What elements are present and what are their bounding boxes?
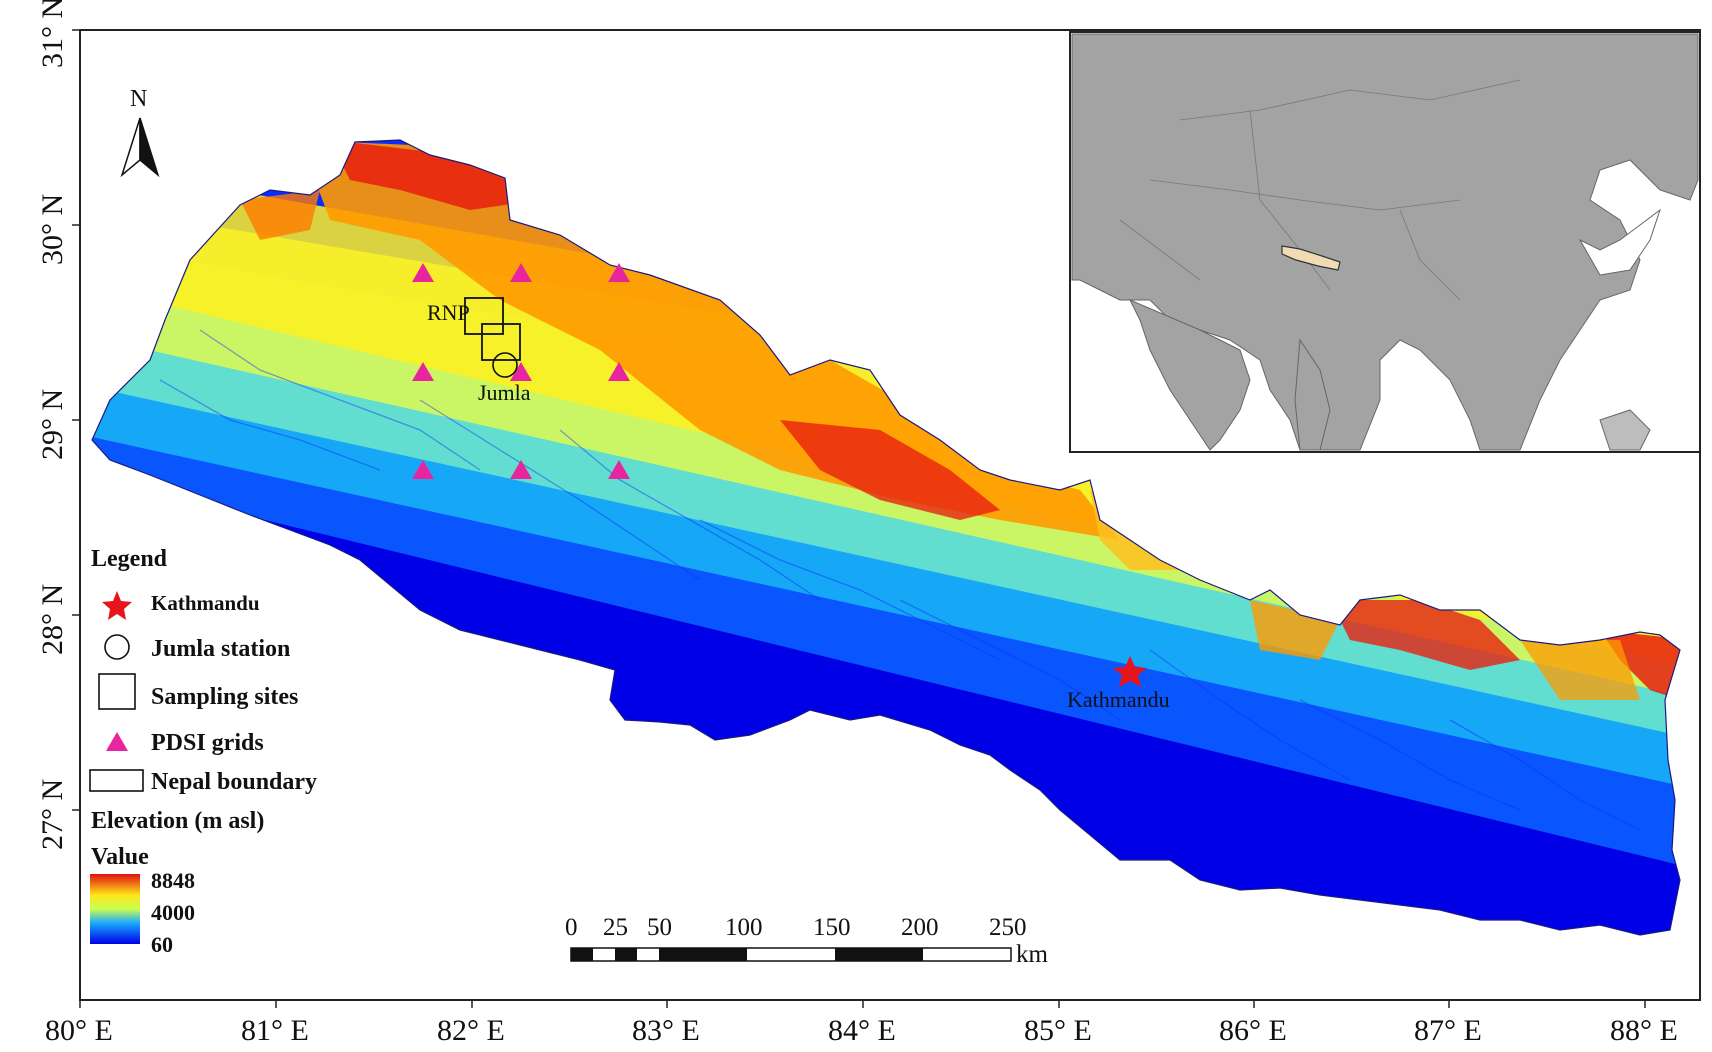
scale-unit: km bbox=[1016, 941, 1049, 968]
pdsi-grid-marker bbox=[510, 263, 532, 282]
y-tick-label: 31° N bbox=[36, 0, 69, 68]
jumla-label: Jumla bbox=[478, 380, 531, 405]
scale-label-200: 200 bbox=[901, 914, 939, 941]
pdsi-grid-marker bbox=[510, 362, 532, 381]
x-tick-label: 84° E bbox=[828, 1014, 896, 1047]
north-arrow-right bbox=[139, 117, 160, 178]
scale-bar: 0 25 50 100 150 200 250 km bbox=[565, 914, 1049, 968]
kathmandu-label: Kathmandu bbox=[1067, 687, 1170, 712]
ramp-low-value: 60 bbox=[151, 932, 173, 957]
sea-of-japan bbox=[1578, 208, 1661, 276]
y-tick-label: 29° N bbox=[36, 389, 69, 460]
pdsi-grid-marker bbox=[608, 263, 630, 282]
legend-nepal-boundary: Nepal boundary bbox=[151, 769, 317, 795]
inset-locator-map bbox=[1069, 31, 1701, 453]
scale-label-0: 0 bbox=[565, 914, 578, 941]
legend-value-label: Value bbox=[91, 844, 149, 870]
ramp-high-value: 8848 bbox=[151, 868, 195, 893]
legend-title: Legend bbox=[91, 546, 168, 572]
legend-square-icon bbox=[98, 673, 136, 710]
rnp-label: RNP bbox=[427, 300, 470, 325]
legend-jumla-station: Jumla station bbox=[151, 636, 290, 662]
pdsi-grid-marker bbox=[412, 362, 434, 381]
scale-label-250: 250 bbox=[989, 914, 1027, 941]
elevation-color-ramp bbox=[90, 874, 140, 944]
sampling-site-box bbox=[481, 323, 521, 361]
scale-segment bbox=[571, 948, 593, 961]
nepal-highlight bbox=[1281, 245, 1341, 271]
jumla-station-marker bbox=[492, 352, 518, 378]
ramp-mid-value: 4000 bbox=[151, 900, 195, 925]
pdsi-grid-marker bbox=[608, 460, 630, 479]
scale-label-50: 50 bbox=[647, 914, 672, 941]
nepal-boundary-outline bbox=[91, 139, 1681, 936]
pdsi-grid-markers bbox=[412, 263, 630, 479]
x-axis: 80° E 81° E 82° E 83° E 84° E 85° E 86° … bbox=[45, 1000, 1678, 1047]
pdsi-grid-marker bbox=[412, 460, 434, 479]
x-tick-label: 82° E bbox=[437, 1014, 505, 1047]
indochina bbox=[1294, 338, 1331, 451]
kathmandu-star bbox=[1113, 656, 1147, 687]
x-tick-label: 87° E bbox=[1414, 1014, 1482, 1047]
legend-kathmandu: Kathmandu bbox=[151, 591, 260, 615]
legend-star-icon bbox=[102, 591, 132, 620]
pdsi-grid-marker bbox=[608, 362, 630, 381]
scale-segment bbox=[835, 948, 923, 961]
india-peninsula bbox=[1128, 299, 1251, 451]
x-tick-label: 81° E bbox=[241, 1014, 309, 1047]
scale-segment bbox=[615, 948, 637, 961]
x-tick-label: 83° E bbox=[632, 1014, 700, 1047]
scale-segment bbox=[659, 948, 747, 961]
legend-pdsi-grids: PDSI grids bbox=[151, 730, 264, 756]
y-tick-label: 28° N bbox=[36, 584, 69, 655]
sampling-site-box bbox=[464, 297, 504, 335]
y-axis: 31° N 30° N 29° N 28° N 27° N bbox=[36, 0, 80, 850]
y-tick-label: 30° N bbox=[36, 194, 69, 265]
pdsi-grid-marker bbox=[412, 263, 434, 282]
north-arrow: N bbox=[120, 86, 160, 178]
legend-circle-icon bbox=[104, 634, 130, 660]
x-tick-label: 86° E bbox=[1219, 1014, 1287, 1047]
legend-boundary-icon bbox=[89, 769, 144, 792]
legend: Legend Kathmandu Jumla station Sampling … bbox=[89, 546, 317, 957]
x-tick-label: 88° E bbox=[1610, 1014, 1678, 1047]
north-arrow-label: N bbox=[130, 86, 147, 112]
pdsi-grid-marker bbox=[510, 460, 532, 479]
legend-elevation-title: Elevation (m asl) bbox=[91, 808, 264, 834]
x-tick-label: 80° E bbox=[45, 1014, 113, 1047]
legend-triangle-icon bbox=[106, 732, 128, 751]
legend-sampling-sites: Sampling sites bbox=[151, 684, 298, 710]
y-tick-label: 27° N bbox=[36, 779, 69, 850]
philippines bbox=[1599, 409, 1651, 451]
scale-label-25: 25 bbox=[603, 914, 628, 941]
scale-label-100: 100 bbox=[725, 914, 763, 941]
x-tick-label: 85° E bbox=[1024, 1014, 1092, 1047]
scale-label-150: 150 bbox=[813, 914, 851, 941]
